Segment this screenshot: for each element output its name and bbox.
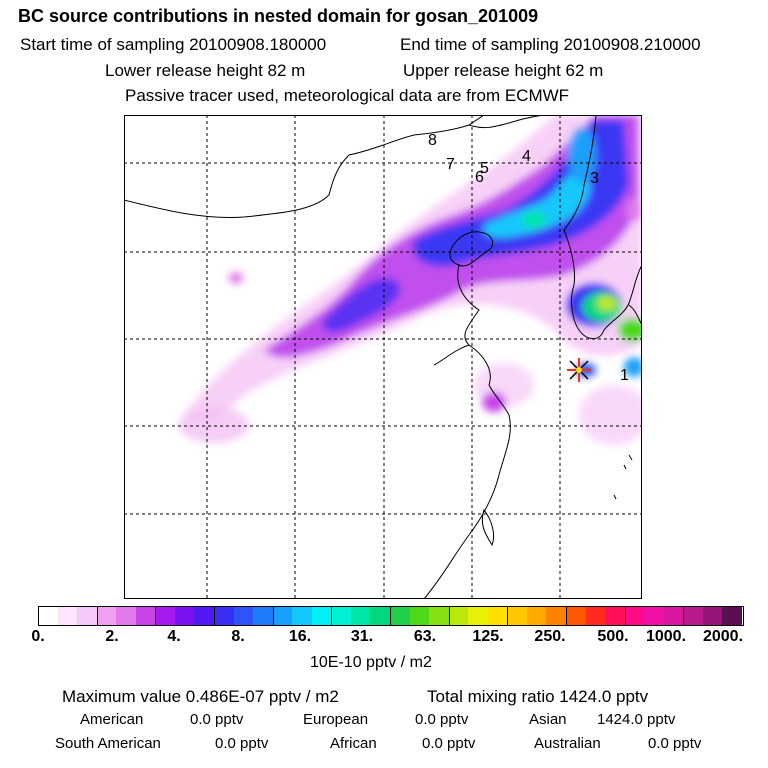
colorbar-swatch — [370, 606, 391, 626]
australian-value: 0.0 pptv — [648, 735, 702, 752]
colorbar-swatch — [194, 606, 215, 626]
marker-6: 6 — [475, 169, 484, 186]
page-title: BC source contributions in nested domain… — [18, 6, 539, 26]
colorbar-swatch — [566, 606, 586, 626]
marker-7: 7 — [446, 156, 455, 173]
colorbar-tick-label: 63. — [413, 628, 437, 645]
upper-release-label: Upper release height 62 m — [403, 61, 604, 80]
south-american-label: South American — [55, 735, 161, 752]
colorbar-swatch — [722, 606, 743, 626]
tracer-note: Passive tracer used, meteorological data… — [125, 86, 570, 105]
european-value: 0.0 pptv — [415, 711, 469, 728]
colorbar-tick-label: 8. — [231, 628, 245, 645]
american-value: 0.0 pptv — [190, 711, 244, 728]
max-value-label: Maximum value 0.486E-07 pptv / m2 — [62, 687, 339, 706]
colorbar-swatch — [663, 606, 684, 626]
colorbar-swatch — [448, 606, 469, 626]
marker-8: 8 — [428, 132, 437, 149]
colorbar-tick-label: 16. — [288, 628, 312, 645]
african-value: 0.0 pptv — [422, 735, 476, 752]
colorbar-swatch — [702, 606, 723, 626]
colorbar-swatch — [174, 606, 195, 626]
colorbar-swatch — [468, 606, 489, 626]
colorbar-swatch — [272, 606, 293, 626]
marker-5: 5 — [480, 160, 489, 177]
coastline — [124, 115, 642, 599]
colorbar-divider — [390, 606, 391, 626]
marker-1: 1 — [620, 367, 629, 384]
colorbar-divider — [448, 606, 450, 626]
american-label: American — [80, 711, 144, 728]
colorbar-tick-label: 31. — [350, 628, 374, 645]
colorbar-swatch — [507, 606, 528, 626]
european-label: European — [303, 711, 369, 728]
colorbar-divider — [624, 606, 626, 626]
colorbar-swatch — [253, 606, 274, 626]
colorbar-swatch — [116, 606, 137, 626]
south-american-value: 0.0 pptv — [215, 735, 269, 752]
start-time-label: Start time of sampling 20100908.180000 — [20, 35, 327, 54]
colorbar-swatch — [526, 606, 547, 626]
colorbar-swatch — [57, 606, 78, 626]
colorbar — [38, 606, 744, 626]
colorbar-swatch — [605, 606, 626, 626]
colorbar-tick-label: 2. — [105, 628, 119, 645]
colorbar-divider — [507, 606, 509, 626]
colorbar-divider — [272, 606, 274, 626]
colorbar-swatch — [155, 606, 176, 626]
colorbar-swatch — [135, 606, 156, 626]
colorbar-swatch — [409, 606, 430, 626]
marker-4: 4 — [522, 148, 531, 165]
colorbar-divider — [155, 606, 157, 626]
colorbar-swatch — [311, 606, 332, 626]
colorbar-tick-label: 250. — [534, 628, 566, 645]
colorbar-divider — [331, 606, 333, 626]
receptor-star-icon — [567, 358, 591, 382]
colorbar-divider — [566, 606, 567, 626]
colorbar-swatch — [624, 606, 645, 626]
colorbar-swatch — [546, 606, 567, 626]
colorbar-swatch — [487, 606, 508, 626]
map-panel: 1 3 4 5 6 7 8 — [124, 115, 642, 599]
colorbar-swatch — [331, 606, 352, 626]
colorbar-tick-label: 500. — [597, 628, 629, 645]
colorbar-swatch — [292, 606, 313, 626]
colorbar-divider — [683, 606, 685, 626]
concentration-field — [179, 115, 642, 445]
map-frame — [124, 115, 642, 599]
colorbar-divider — [214, 606, 215, 626]
colorbar-swatch — [96, 606, 117, 626]
colorbar-units: 10E-10 pptv / m2 — [310, 654, 432, 671]
colorbar-swatch — [77, 606, 98, 626]
colorbar-tick-label: 125. — [472, 628, 504, 645]
colorbar-tick-label: 0. — [31, 628, 45, 645]
lat-lon-grid — [124, 115, 642, 599]
colorbar-swatch — [38, 606, 58, 626]
colorbar-swatch — [390, 606, 410, 626]
colorbar-tick-label: 2000. — [702, 628, 744, 645]
colorbar-swatch — [644, 606, 665, 626]
total-mixing-label: Total mixing ratio 1424.0 pptv — [427, 687, 649, 706]
lower-release-label: Lower release height 82 m — [105, 61, 306, 80]
colorbar-tick-label: 1000. — [645, 628, 687, 645]
colorbar-swatch — [350, 606, 371, 626]
african-label: African — [330, 735, 377, 752]
colorbar-divider — [96, 606, 98, 626]
colorbar-swatch — [214, 606, 234, 626]
australian-label: Australian — [534, 735, 601, 752]
asian-value: 1424.0 pptv — [597, 711, 676, 728]
colorbar-swatch — [585, 606, 606, 626]
end-time-label: End time of sampling 20100908.210000 — [400, 35, 701, 54]
asian-label: Asian — [529, 711, 567, 728]
colorbar-swatch — [429, 606, 450, 626]
colorbar-tick-label: 4. — [167, 628, 181, 645]
colorbar-swatch — [683, 606, 704, 626]
marker-3: 3 — [590, 170, 599, 187]
colorbar-swatch — [233, 606, 254, 626]
